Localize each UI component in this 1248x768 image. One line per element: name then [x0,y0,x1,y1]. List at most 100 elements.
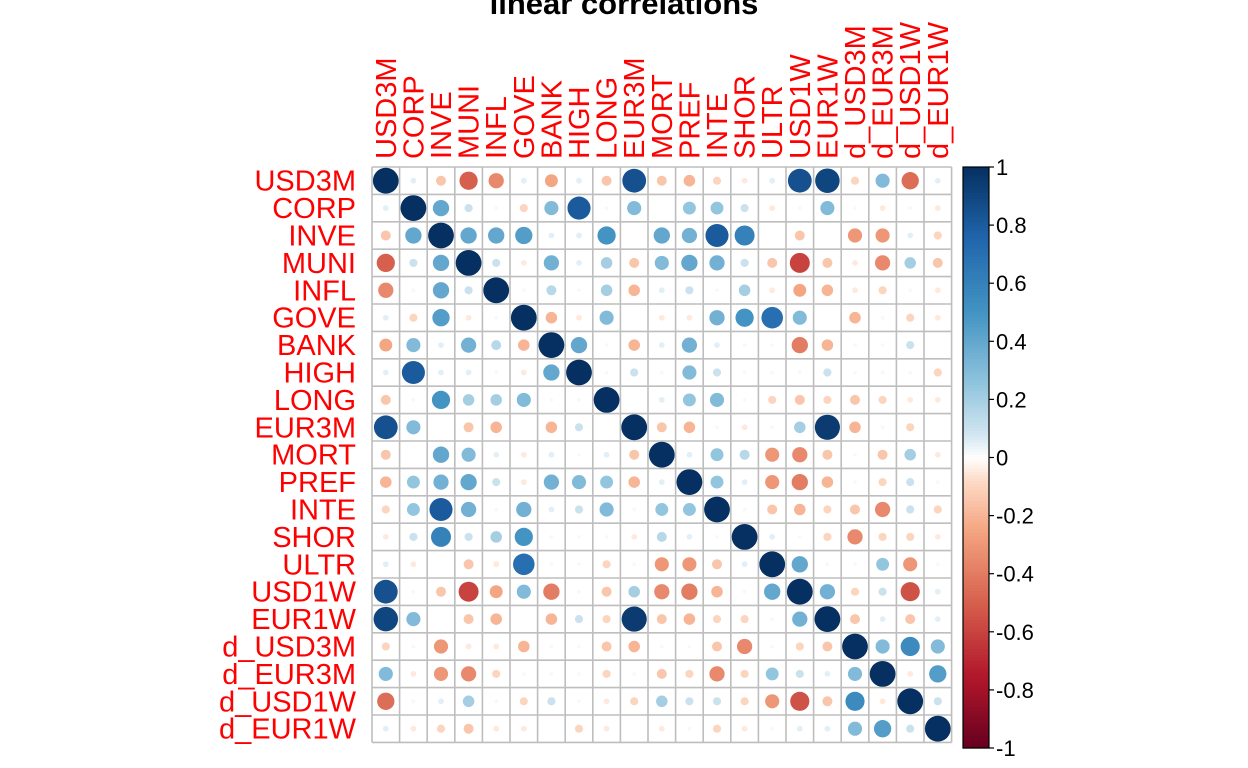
corr-cell-MUNI-d_USD3M [852,260,858,266]
colorbar-segment [963,332,989,337]
corr-cell-USD1W-d_EUR1W [934,588,941,595]
corr-cell-LONG-BANK [549,398,554,402]
colorbar-segment [963,277,989,281]
colorbar-segment [963,167,989,171]
colorbar-segment [963,716,989,720]
corr-cell-HIGH-GOVE [520,369,527,376]
corr-cell-d_USD1W-INVE [438,698,444,705]
corr-cell-USD3M-CORP [410,177,417,184]
colorbar-segment [963,608,989,613]
corr-cell-MUNI-USD1W [789,252,810,273]
corr-cell-EUR3M-USD1W [794,421,806,434]
colorbar-segment [963,405,989,409]
corr-cell-d_EUR1W-EUR1W [824,725,831,732]
corr-cell-CORP-INTE [710,201,724,215]
row-label-BANK: BANK [277,330,357,362]
corr-cell-INVE-d_USD1W [907,232,914,239]
colorbar-segment [963,617,989,621]
corr-cell-d_EUR3M-d_EUR1W [929,665,947,683]
corr-cell-INVE-INTE [705,223,729,248]
column-label-HIGH: HIGH [564,87,596,160]
corr-cell-INTE-ULTR [767,504,778,515]
corr-cell-SHOR-CORP [409,532,418,541]
corr-cell-INTE-BANK [548,506,555,513]
column-label-PREF: PREF [674,82,706,159]
corr-cell-MUNI-MORT [654,255,669,270]
colorbar-segment [963,492,989,496]
corr-cell-d_EUR1W-MORT [658,725,665,732]
corr-cell-CORP-EUR1W [820,201,835,216]
colorbar-segment [963,689,989,694]
corr-cell-PREF-LONG [600,475,614,489]
column-label-EUR1W: EUR1W [812,54,844,159]
corr-cell-INTE-MUNI [460,501,477,518]
colorbar-segment [963,681,989,685]
colorbar-segment [963,695,989,700]
column-label-INFL: INFL [481,96,513,159]
corr-cell-INFL-MORT [658,287,665,294]
corr-cell-LONG-ULTR [768,395,777,404]
corr-cell-CORP-USD3M [382,205,389,211]
corr-cell-GOVE-BANK [545,311,558,324]
corr-cell-SHOR-MUNI [464,532,473,541]
corr-cell-INFL-GOVE [521,288,526,293]
column-label-USD3M: USD3M [371,57,403,159]
colorbar-tick-label: 0.8 [996,213,1027,238]
corr-cell-d_USD3M-INTE [712,641,722,652]
corr-cell-USD3M-EUR1W [815,168,840,193]
corr-cell-HIGH-d_USD3M [853,370,857,375]
colorbar-tick-label: -0.8 [996,678,1034,703]
colorbar-segment [963,216,989,220]
colorbar-segment [963,553,989,557]
corr-cell-PREF-d_USD1W [906,478,915,487]
corr-cell-INVE-USD1W [794,230,805,241]
colorbar-segment [963,300,989,305]
corr-cell-SHOR-PREF [686,534,693,540]
corr-cell-USD3M-MORT [656,175,667,186]
corr-cell-BANK-INFL [491,340,502,351]
colorbar-segment [963,190,989,194]
corr-cell-USD3M-EUR3M [622,168,647,193]
colorbar-segment [963,213,989,217]
corr-cell-LONG-INVE [431,390,451,410]
corr-cell-EUR1W-d_USD3M [850,614,860,625]
corr-cell-GOVE-CORP [409,313,418,322]
corr-cell-EUR1W-PREF [683,613,696,625]
corr-cell-PREF-d_USD3M [853,480,857,484]
corr-cell-BANK-BANK [538,332,565,358]
corr-cell-PREF-ULTR [765,475,780,490]
row-label-CORP: CORP [272,193,356,225]
corr-cell-USD1W-EUR1W [819,584,836,600]
corr-cell-MORT-d_USD1W [904,448,916,461]
corr-cell-d_EUR1W-USD1W [796,725,803,732]
colorbar-segment [963,454,989,459]
colorbar-segment [963,477,989,482]
corr-cell-EUR3M-INTE [715,425,719,430]
colorbar-segment [963,646,989,650]
corr-cell-d_USD3M-BANK [549,644,554,649]
corr-cell-LONG-INTE [709,392,725,407]
corr-cell-d_EUR3M-BANK [549,672,554,676]
colorbar-segment [963,259,989,264]
corr-cell-MUNI-BANK [543,255,560,271]
corr-cell-d_USD3M-INFL [493,643,500,650]
corr-cell-PREF-GOVE [520,479,527,485]
corr-cell-d_USD1W-INFL [494,699,499,704]
corr-cell-GOVE-PREF [686,314,693,321]
corr-cell-INVE-USD3M [380,230,391,241]
corr-cell-GOVE-d_USD1W [906,313,915,322]
colorbar-segment [963,419,989,424]
corr-cell-HIGH-MORT [659,370,664,375]
colorbar-segment [963,655,989,659]
corr-cell-BANK-HIGH [570,336,588,354]
colorbar-segment [963,257,989,261]
colorbar-segment [963,376,989,380]
colorbar-segment [963,411,989,415]
corr-cell-MUNI-INVE [432,254,450,272]
colorbar-tick-label: -1 [996,736,1016,761]
corr-cell-EUR3M-d_EUR3M [880,425,885,430]
corr-cell-USD3M-USD3M [372,167,399,194]
corr-cell-d_USD3M-LONG [601,641,612,652]
colorbar-segment [963,585,989,589]
colorbar-segment [963,678,989,682]
